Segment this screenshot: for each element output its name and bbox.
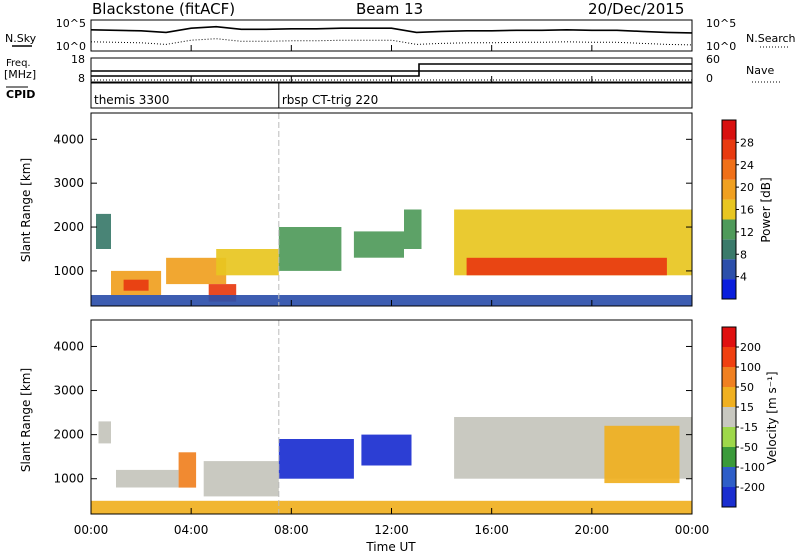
noise-left-tick-top: 10^5 (56, 17, 86, 30)
colorbar-segment (722, 347, 736, 367)
data-region (116, 469, 179, 488)
colorbar-tick-label: 15 (740, 401, 754, 414)
freq-label-1: Freq. (6, 58, 31, 69)
data-region (203, 461, 279, 497)
colorbar-segment (722, 327, 736, 347)
colorbar-tick-label: -50 (740, 441, 758, 454)
y-tick-label: 4000 (53, 132, 84, 146)
colorbar-segment (722, 467, 736, 487)
colorbar-tick-label: 50 (740, 381, 754, 394)
cpid-program-label: rbsp CT-trig 220 (282, 93, 378, 107)
noise-right-tick-bottom: 10^0 (706, 40, 736, 53)
data-region (216, 249, 279, 276)
nave-tick-bottom: 0 (706, 72, 713, 85)
colorbar-segment (722, 259, 736, 280)
date-title: 20/Dec/2015 (588, 0, 684, 18)
x-axis-label: Time UT (365, 540, 416, 554)
data-region (466, 257, 667, 276)
x-tick-label: 16:00 (474, 523, 509, 537)
velocity-colorbar-label: Velocity [m s⁻¹] (765, 371, 779, 464)
freq-panel: Freq. [MHz] Nave 18 8 60 0 (4, 53, 780, 85)
beam-title: Beam 13 (356, 0, 423, 18)
data-region (604, 425, 680, 484)
cpid-panel: CPID themis 3300 rbsp CT-trig 220 (6, 82, 693, 109)
power-colorbar-label: Power [dB] (759, 177, 773, 242)
colorbar-segment (722, 279, 736, 299)
x-tick-label: 08:00 (274, 523, 309, 537)
colorbar-tick-label: -15 (740, 421, 758, 434)
y-tick-label: 3000 (53, 384, 84, 398)
x-tick-label: 12:00 (374, 523, 409, 537)
cpid-label: CPID (6, 88, 35, 101)
noise-left-label: N.Sky (5, 32, 37, 45)
power-panel: Slant Range [km] 1000 2000 3000 4000 4 8 12 16… (19, 112, 773, 307)
colorbar-segment (722, 199, 736, 220)
data-region (98, 421, 111, 444)
freq-right-label: Nave (746, 64, 774, 77)
colorbar-segment (722, 159, 736, 180)
colorbar-segment (722, 447, 736, 467)
velocity-ylabel: Slant Range [km] (19, 368, 33, 472)
colorbar-segment (722, 120, 736, 140)
colorbar-tick-label: 8 (740, 248, 747, 261)
nave-line (91, 63, 692, 77)
cpid-program-label: themis 3300 (94, 93, 169, 107)
colorbar-segment (722, 387, 736, 407)
y-tick-label: 2000 (53, 428, 84, 442)
noise-right-tick-top: 10^5 (706, 17, 736, 30)
data-region (166, 257, 227, 285)
y-tick-label: 3000 (53, 176, 84, 190)
colorbar-segment (722, 219, 736, 240)
station-title: Blackstone (fitACF) (92, 0, 235, 18)
y-tick-label: 1000 (53, 472, 84, 486)
colorbar-segment (722, 367, 736, 387)
colorbar-tick-label: 20 (740, 181, 754, 194)
freq-tick-top: 18 (71, 53, 85, 66)
colorbar-segment (722, 139, 736, 160)
x-tick-label: 00:00 (74, 523, 109, 537)
noise-sky-line (90, 25, 693, 34)
colorbar-segment (722, 427, 736, 447)
freq-label-2: [MHz] (4, 68, 36, 81)
y-tick-label: 1000 (53, 264, 84, 278)
data-region (361, 434, 412, 466)
data-region (278, 439, 354, 479)
colorbar-tick-label: 24 (740, 159, 754, 172)
noise-right-label: N.Search (746, 32, 796, 45)
data-region (404, 209, 422, 249)
x-tick-label: 04:00 (174, 523, 209, 537)
noise-search-line (90, 38, 693, 46)
colorbar-segment (722, 179, 736, 200)
power-ylabel: Slant Range [km] (19, 158, 33, 262)
nave-tick-top: 60 (706, 53, 720, 66)
colorbar-tick-label: 200 (740, 341, 761, 354)
freq-tick-bottom: 8 (78, 72, 85, 85)
y-tick-label: 4000 (53, 339, 84, 353)
x-tick-label: 20:00 (575, 523, 610, 537)
data-region (178, 452, 197, 488)
colorbar-tick-label: 28 (740, 136, 754, 149)
colorbar-segment (722, 407, 736, 427)
data-region (96, 213, 111, 249)
data-region (91, 500, 692, 514)
noise-panel: N.Sky N.Search 10^5 10^0 10^5 10^0 (5, 17, 796, 53)
y-tick-label: 2000 (53, 220, 84, 234)
data-region (353, 231, 404, 258)
colorbar-segment (722, 487, 736, 507)
velocity-panel: Slant Range [km] 1000 2000 3000 4000 200 100… (19, 319, 779, 515)
noise-left-tick-bottom: 10^0 (56, 40, 86, 53)
data-region (278, 227, 342, 271)
colorbar-tick-label: 16 (740, 204, 754, 217)
data-region (123, 279, 149, 291)
colorbar-tick-label: 100 (740, 361, 761, 374)
colorbar-tick-label: -100 (740, 461, 765, 474)
colorbar-tick-label: -200 (740, 481, 765, 494)
colorbar-frame (721, 326, 737, 508)
colorbar-tick-label: 4 (740, 271, 747, 284)
colorbar-tick-label: 12 (740, 226, 754, 239)
colorbar-segment (722, 239, 736, 260)
x-tick-label: 00:00 (675, 523, 710, 537)
